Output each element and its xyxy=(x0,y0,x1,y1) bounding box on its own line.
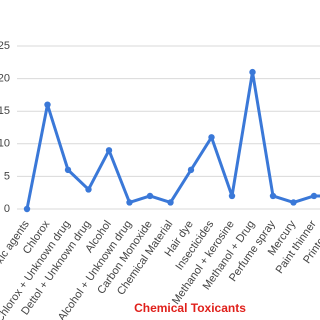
data-point xyxy=(105,147,113,154)
y-tick-label: 0 xyxy=(4,203,10,215)
data-point xyxy=(23,205,31,213)
x-axis-title: Chemical Toxicants xyxy=(134,301,246,315)
data-point xyxy=(64,166,72,174)
y-tick-label: 5 xyxy=(4,170,10,182)
data-point xyxy=(290,199,297,206)
y-tick-label: 10 xyxy=(0,138,10,150)
y-tick-label: 20 xyxy=(0,73,10,85)
data-point xyxy=(146,192,154,200)
data-point xyxy=(85,186,92,193)
y-tick-label: 25 xyxy=(0,40,10,52)
y-tick-label: 15 xyxy=(0,105,10,117)
data-point xyxy=(208,134,215,141)
data-point xyxy=(187,166,195,174)
data-point xyxy=(167,199,174,206)
data-point xyxy=(249,68,256,76)
data-point xyxy=(44,101,51,108)
data-point xyxy=(126,199,133,206)
data-point xyxy=(310,192,318,200)
data-line xyxy=(25,70,320,210)
data-point xyxy=(228,192,236,200)
data-point xyxy=(269,192,277,200)
